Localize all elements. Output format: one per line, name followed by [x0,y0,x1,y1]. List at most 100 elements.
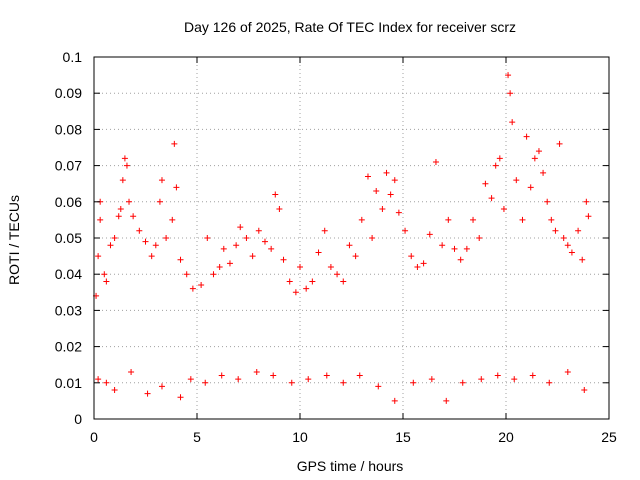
data-point [585,213,592,220]
data-point [482,180,489,187]
data-point [523,133,530,140]
data-points [93,72,592,404]
data-point [564,242,571,249]
data-point [136,227,143,234]
data-point [261,238,268,245]
data-point [379,206,386,213]
y-tick-label: 0 [74,411,82,427]
data-point [564,368,571,375]
y-tick-label: 0.07 [55,158,82,174]
data-point [402,227,409,234]
data-point [428,376,435,383]
data-point [507,90,514,97]
data-point [509,119,516,126]
data-point [235,376,242,383]
data-point [439,242,446,249]
chart-title: Day 126 of 2025, Rate Of TEC Index for r… [184,19,516,35]
x-tick-label: 25 [601,429,617,445]
data-point [286,278,293,285]
data-point [364,173,371,180]
data-point [243,235,250,241]
data-point [156,198,163,205]
data-point [103,278,110,285]
data-point [309,278,316,285]
data-point [346,242,353,249]
data-point [255,227,262,234]
data-point [511,376,518,383]
data-point [126,198,133,205]
y-tick-label: 0.04 [55,266,82,282]
data-point [395,209,402,216]
data-point [426,231,433,238]
y-tick-label: 0.1 [63,49,83,65]
data-point [210,271,217,278]
data-point [233,242,240,249]
data-point [202,379,209,386]
data-point [288,379,295,386]
data-point [445,216,452,223]
data-point [107,242,114,249]
data-point [443,397,450,404]
y-tick-label: 0.01 [55,375,82,391]
data-point [103,379,110,386]
data-point [519,216,526,223]
data-point [163,235,170,241]
data-point [505,72,512,79]
x-tick-label: 20 [498,429,514,445]
data-point [459,379,466,386]
data-point [410,379,417,386]
data-point [531,155,538,162]
data-point [173,184,180,191]
data-point [496,155,503,162]
data-point [226,260,233,267]
data-point [556,140,563,147]
data-point [177,256,184,263]
data-point [470,216,477,223]
data-point [218,372,225,379]
data-point [237,224,244,231]
grid-lines [94,57,609,419]
data-point [340,278,347,285]
data-point [323,372,330,379]
y-axis-title: ROTI / TECUs [6,195,22,285]
data-point [158,383,165,390]
data-point [494,372,501,379]
data-point [297,263,303,270]
y-tick-label: 0.03 [55,302,82,318]
data-point [500,206,507,213]
data-point [111,387,118,394]
data-point [476,235,483,241]
data-point [123,162,130,169]
data-point [305,376,312,383]
data-point [321,227,328,234]
data-point [119,177,126,184]
data-point [546,379,553,386]
x-tick-label: 5 [193,429,201,445]
data-point [220,245,227,252]
data-point [128,368,135,375]
data-point [204,235,211,241]
y-tick-label: 0.06 [55,194,82,210]
data-point [340,379,347,386]
data-point [356,372,363,379]
data-point [527,184,534,191]
data-point [216,263,223,270]
data-point [513,177,520,184]
data-point [391,177,398,184]
data-point [488,195,495,202]
data-point [575,227,582,234]
y-tick-label: 0.09 [55,85,82,101]
data-point [97,216,104,223]
data-point [568,249,575,256]
data-point [148,253,155,260]
axis-ticks [93,56,610,420]
data-point [177,394,184,401]
data-point [272,191,279,198]
y-tick-label: 0.08 [55,121,82,137]
data-point [130,213,137,220]
data-point [111,235,118,241]
data-point [187,376,194,383]
data-point [535,148,542,155]
data-point [408,253,415,260]
